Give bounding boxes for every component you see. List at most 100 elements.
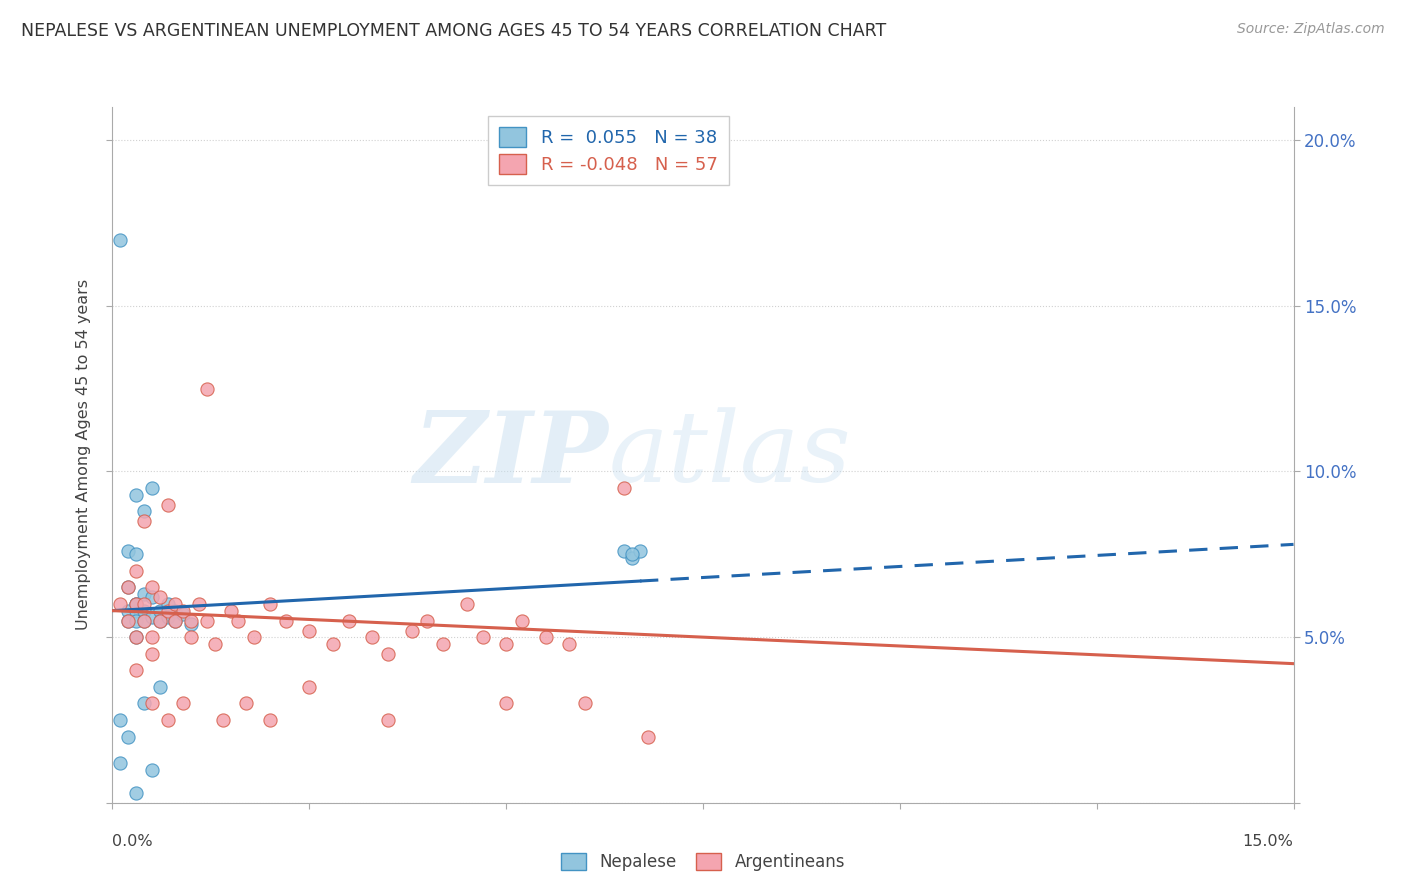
Point — [377, 713, 399, 727]
Point — [243, 630, 266, 644]
Y-axis label: Unemployment Among Ages 45 to 54 years: Unemployment Among Ages 45 to 54 years — [76, 279, 91, 631]
Point — [132, 614, 155, 628]
Point — [204, 637, 226, 651]
Point — [471, 630, 494, 644]
Point — [322, 637, 344, 651]
Point — [432, 637, 454, 651]
Point — [141, 591, 163, 605]
Point — [149, 591, 172, 605]
Point — [132, 514, 155, 528]
Point — [132, 614, 155, 628]
Point — [534, 630, 557, 644]
Point — [156, 604, 179, 618]
Point — [125, 786, 148, 800]
Point — [298, 624, 321, 638]
Point — [172, 697, 194, 711]
Point — [110, 756, 132, 770]
Point — [117, 604, 139, 618]
Point — [621, 550, 644, 565]
Point — [110, 713, 132, 727]
Text: 15.0%: 15.0% — [1243, 834, 1294, 849]
Point — [180, 616, 202, 631]
Point — [125, 488, 148, 502]
Point — [510, 614, 533, 628]
Point — [180, 630, 202, 644]
Point — [195, 614, 218, 628]
Point — [132, 587, 155, 601]
Point — [141, 697, 163, 711]
Point — [141, 647, 163, 661]
Point — [132, 697, 155, 711]
Point — [274, 614, 297, 628]
Point — [117, 581, 139, 595]
Point — [628, 544, 651, 558]
Point — [125, 597, 148, 611]
Point — [117, 730, 139, 744]
Point — [117, 614, 139, 628]
Point — [141, 630, 163, 644]
Point — [298, 680, 321, 694]
Point — [132, 504, 155, 518]
Point — [149, 614, 172, 628]
Point — [125, 663, 148, 677]
Point — [337, 614, 360, 628]
Point — [141, 763, 163, 777]
Point — [149, 614, 172, 628]
Point — [156, 610, 179, 624]
Point — [416, 614, 439, 628]
Point — [156, 597, 179, 611]
Point — [117, 581, 139, 595]
Point — [495, 697, 517, 711]
Point — [574, 697, 596, 711]
Point — [125, 547, 148, 561]
Point — [613, 544, 636, 558]
Point — [149, 604, 172, 618]
Point — [165, 604, 187, 618]
Point — [110, 597, 132, 611]
Point — [401, 624, 423, 638]
Point — [637, 730, 659, 744]
Point — [149, 680, 172, 694]
Point — [125, 630, 148, 644]
Text: 0.0%: 0.0% — [112, 834, 153, 849]
Point — [125, 597, 148, 611]
Point — [165, 597, 187, 611]
Point — [165, 614, 187, 628]
Point — [228, 614, 250, 628]
Point — [613, 481, 636, 495]
Point — [132, 597, 155, 611]
Point — [495, 637, 517, 651]
Point — [259, 713, 281, 727]
Point — [141, 581, 163, 595]
Point — [456, 597, 478, 611]
Point — [110, 233, 132, 247]
Point — [125, 604, 148, 618]
Text: NEPALESE VS ARGENTINEAN UNEMPLOYMENT AMONG AGES 45 TO 54 YEARS CORRELATION CHART: NEPALESE VS ARGENTINEAN UNEMPLOYMENT AMO… — [21, 22, 886, 40]
Point — [361, 630, 384, 644]
Point — [125, 597, 148, 611]
Text: ZIP: ZIP — [413, 407, 609, 503]
Point — [156, 713, 179, 727]
Point — [141, 610, 163, 624]
Point — [117, 544, 139, 558]
Point — [156, 498, 179, 512]
Legend: Nepalese, Argentineans: Nepalese, Argentineans — [554, 847, 852, 878]
Point — [117, 614, 139, 628]
Point — [558, 637, 581, 651]
Point — [377, 647, 399, 661]
Text: atlas: atlas — [609, 408, 851, 502]
Point — [125, 564, 148, 578]
Point — [165, 614, 187, 628]
Point — [141, 481, 163, 495]
Point — [235, 697, 257, 711]
Point — [180, 614, 202, 628]
Point — [188, 597, 211, 611]
Point — [172, 604, 194, 618]
Point — [195, 382, 218, 396]
Point — [259, 597, 281, 611]
Point — [132, 604, 155, 618]
Point — [621, 547, 644, 561]
Point — [125, 614, 148, 628]
Text: Source: ZipAtlas.com: Source: ZipAtlas.com — [1237, 22, 1385, 37]
Point — [211, 713, 233, 727]
